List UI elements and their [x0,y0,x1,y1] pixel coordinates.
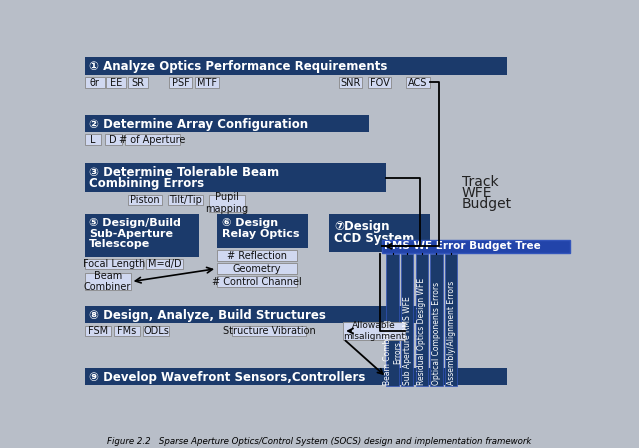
Text: Figure 2.2   Sparse Aperture Optics/Control System (SOCS) design and implementat: Figure 2.2 Sparse Aperture Optics/Contro… [107,437,532,446]
Text: L: L [90,134,96,145]
Polygon shape [132,194,146,214]
Bar [339,77,362,88]
Bar [84,77,105,88]
Bar [84,163,387,192]
Text: ③ Determine Tolerable Beam: ③ Determine Tolerable Beam [89,166,279,179]
Bar [445,254,458,386]
Text: SNR: SNR [340,78,360,88]
Bar [430,254,443,386]
Bar [125,134,180,145]
Bar [217,214,308,248]
Bar [84,326,111,336]
Text: Beam Combining
Errors: Beam Combining Errors [383,319,403,385]
Bar [233,326,306,336]
Bar [343,322,405,340]
Bar [167,195,203,206]
Bar [217,263,297,274]
Text: Residual Optics Design WFE: Residual Optics Design WFE [417,278,426,385]
Text: Relay Optics: Relay Optics [222,228,299,238]
Bar [128,195,162,206]
Text: EE: EE [110,78,122,88]
Bar [84,306,417,323]
Text: SR: SR [131,78,144,88]
Text: ⑨ Develop Wavefront Sensors,Controllers: ⑨ Develop Wavefront Sensors,Controllers [89,371,366,384]
Text: Beam
Combiner: Beam Combiner [84,271,132,293]
Text: FMs: FMs [118,326,137,336]
Text: Sub-Aperture: Sub-Aperture [89,228,173,238]
Text: Tilt/Tip: Tilt/Tip [169,195,202,205]
Bar [357,57,373,289]
Text: Track: Track [462,176,498,190]
Text: ① Analyze Optics Performance Requirements: ① Analyze Optics Performance Requirement… [89,60,387,73]
Text: ODLs: ODLs [143,326,169,336]
Text: θr: θr [89,78,100,88]
Polygon shape [216,89,231,116]
Text: ACS: ACS [408,78,427,88]
Bar [196,77,219,88]
Text: Budget: Budget [462,197,512,211]
Text: ⑥ Design: ⑥ Design [222,218,278,228]
Text: ⑧ Design, Analyze, Build Structures: ⑧ Design, Analyze, Build Structures [89,310,326,323]
Bar [105,134,121,145]
Bar [84,57,507,75]
Bar [84,273,131,290]
Bar [143,326,169,336]
Bar [84,258,143,269]
Text: # Reflection: # Reflection [227,251,287,261]
Text: M=d/D: M=d/D [148,259,181,269]
Text: # of Aperture: # of Aperture [119,134,185,145]
Bar [128,77,148,88]
Text: ⑦Design: ⑦Design [334,220,390,233]
Bar [381,240,569,253]
Bar [401,254,413,386]
Bar [114,326,140,336]
Polygon shape [373,194,387,214]
Bar [217,250,297,261]
Text: ② Determine Array Configuration: ② Determine Array Configuration [89,118,308,131]
Polygon shape [353,285,376,306]
Bar [387,254,399,386]
Text: Geometry: Geometry [233,264,281,274]
Polygon shape [216,146,231,163]
Text: FSM: FSM [88,326,108,336]
Polygon shape [253,194,267,214]
Text: Pupil
mapping: Pupil mapping [206,192,249,214]
Text: D: D [109,134,117,145]
Text: Combining Errors: Combining Errors [89,177,204,190]
Text: Allowable
misalignment: Allowable misalignment [343,321,405,340]
Bar [106,77,126,88]
Text: WFE: WFE [462,186,493,200]
Text: Assembly/Alignment Errors: Assembly/Alignment Errors [447,280,456,385]
Bar [217,276,297,287]
Bar [445,160,571,265]
Polygon shape [132,294,146,306]
Bar [210,195,245,211]
Bar [415,254,428,386]
Text: Telescope: Telescope [89,239,150,250]
Text: PSF: PSF [172,78,190,88]
Text: # Control Channel: # Control Channel [212,277,302,287]
Bar [169,77,192,88]
Text: MTF: MTF [197,78,217,88]
Bar [406,77,429,88]
Bar [84,214,199,257]
Bar [330,214,429,252]
Bar [146,258,183,269]
Text: Focal Length: Focal Length [82,259,145,269]
Text: Piston: Piston [130,195,159,205]
Text: Sub Aperture RMS WFE: Sub Aperture RMS WFE [403,296,412,385]
Bar [445,266,572,389]
Bar [84,116,369,132]
Bar [368,77,391,88]
Polygon shape [216,339,231,368]
Text: CCD System: CCD System [334,233,414,246]
Text: FOV: FOV [369,78,389,88]
Text: Optical Components Errors: Optical Components Errors [432,282,441,385]
Text: RMS WF Error Budget Tree: RMS WF Error Budget Tree [384,241,541,251]
Bar [84,368,507,385]
Text: Structure Vibration: Structure Vibration [223,326,316,336]
Bar [84,134,102,145]
Text: ⑤ Design/Build: ⑤ Design/Build [89,218,181,228]
